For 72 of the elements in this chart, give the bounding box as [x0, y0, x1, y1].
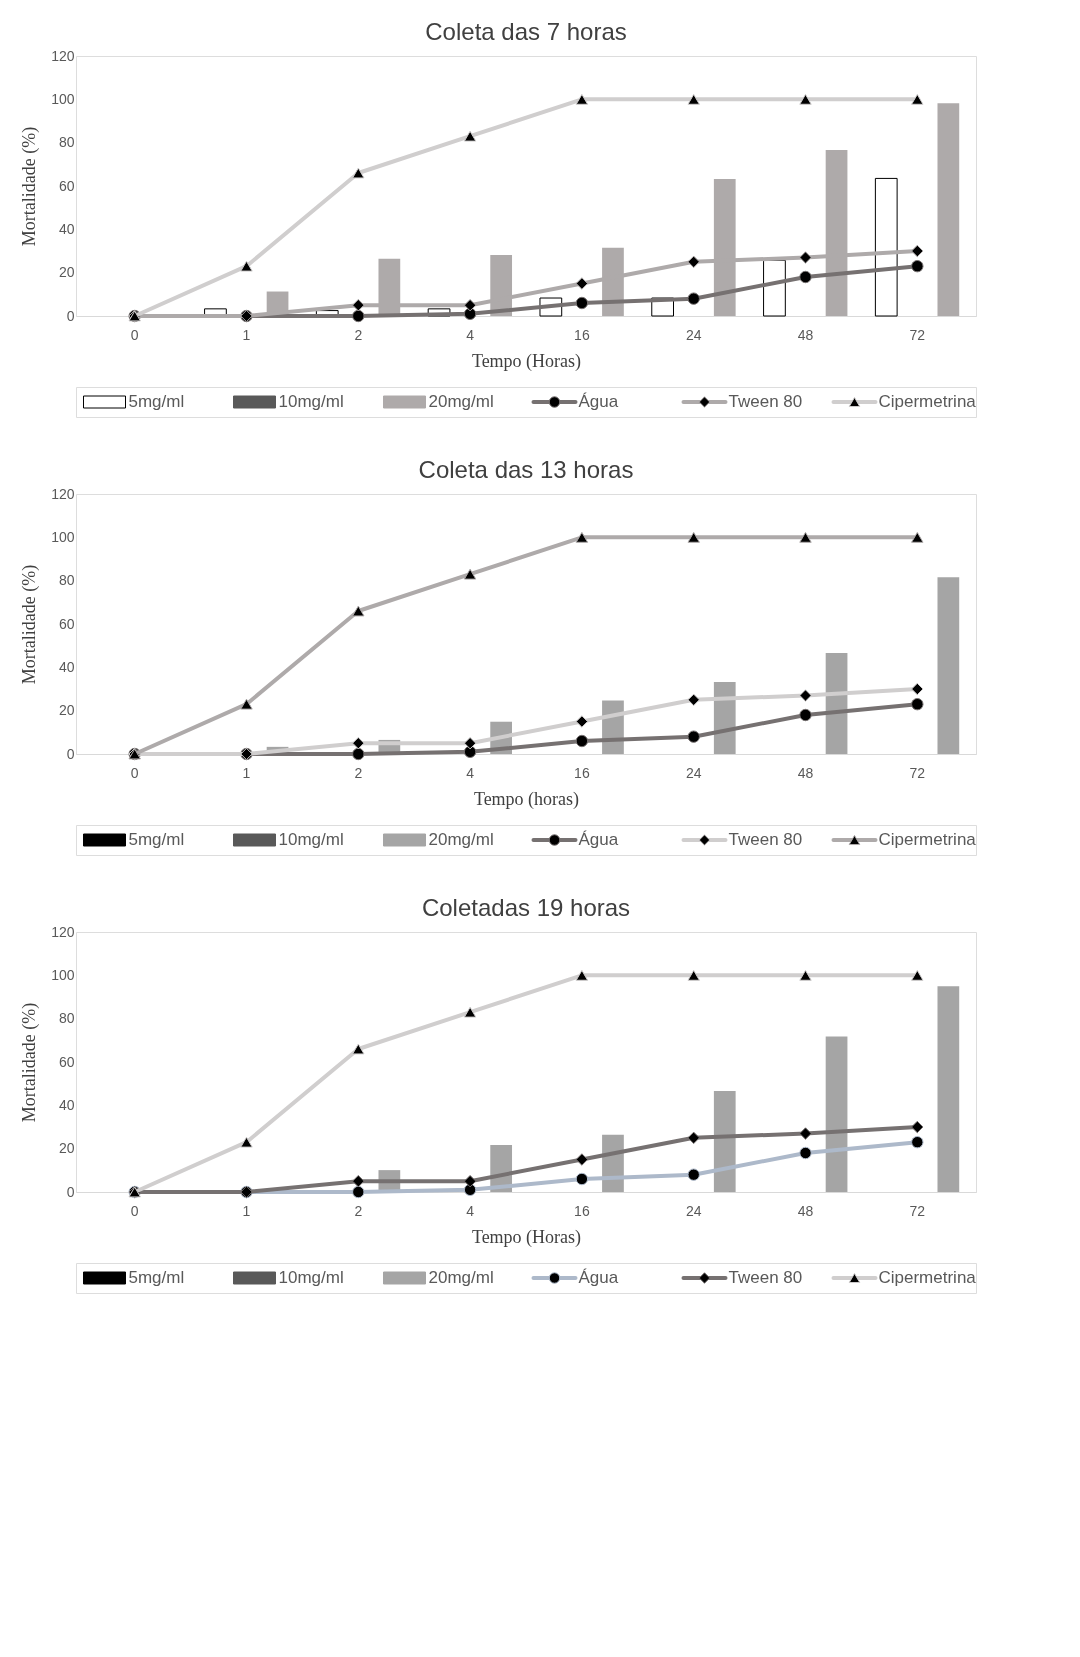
x-tick-label: 4 — [466, 326, 475, 343]
x-tick-label: 4 — [466, 764, 475, 781]
y-tick-label: 80 — [58, 134, 75, 151]
y-axis-title: Mortalidade (%) — [19, 126, 41, 247]
y-tick-label: 0 — [66, 307, 75, 324]
y-tick-label: 100 — [51, 90, 75, 107]
legend-label: 10mg/ml — [278, 830, 344, 849]
legend-label: Tween 80 — [728, 392, 803, 411]
legend-label: 10mg/ml — [278, 1268, 344, 1287]
x-tick-label: 4 — [466, 1202, 475, 1219]
x-tick-label: 16 — [574, 764, 590, 781]
y-tick-label: 0 — [66, 745, 75, 762]
y-tick-label: 20 — [58, 264, 75, 281]
legend-label: Tween 80 — [728, 1268, 803, 1287]
y-tick-label: 60 — [58, 177, 75, 194]
legend-label: 20mg/ml — [428, 830, 494, 849]
legend-label: Tween 80 — [728, 830, 803, 849]
legend-label: Água — [578, 1268, 619, 1287]
y-tick-label: 40 — [58, 220, 75, 237]
x-tick-label: 2 — [354, 1202, 363, 1219]
x-tick-label: 1 — [242, 764, 251, 781]
y-axis-title: Mortalidade (%) — [19, 1002, 41, 1123]
chart-title: Coleta das 7 horas — [425, 18, 627, 45]
x-axis-title: Tempo (Horas) — [471, 350, 582, 372]
x-tick-label: 48 — [797, 326, 814, 343]
legend-label: 20mg/ml — [428, 392, 494, 411]
chart-title: Coletadas 19 horas — [421, 894, 631, 921]
x-tick-label: 1 — [242, 326, 251, 343]
legend-label: 5mg/ml — [128, 830, 185, 849]
legend-label: Cipermetrina — [878, 392, 977, 411]
x-axis-title: Tempo (Horas) — [471, 1226, 582, 1248]
y-tick-label: 60 — [58, 1053, 75, 1070]
y-tick-label: 20 — [58, 1140, 75, 1157]
x-tick-label: 48 — [797, 1202, 814, 1219]
x-tick-label: 24 — [685, 1202, 702, 1219]
y-tick-label: 40 — [58, 1096, 75, 1113]
y-tick-label: 120 — [51, 485, 75, 502]
y-tick-label: 40 — [58, 658, 75, 675]
x-tick-label: 72 — [909, 764, 926, 781]
y-tick-label: 80 — [58, 1010, 75, 1027]
legend-label: Água — [578, 392, 619, 411]
x-tick-label: 72 — [909, 326, 926, 343]
y-tick-label: 100 — [51, 528, 75, 545]
x-tick-label: 16 — [574, 1202, 590, 1219]
y-tick-label: 20 — [58, 702, 75, 719]
y-tick-label: 120 — [51, 47, 75, 64]
x-tick-label: 72 — [909, 1202, 926, 1219]
x-tick-label: 24 — [685, 764, 702, 781]
y-axis-title: Mortalidade (%) — [19, 564, 41, 685]
x-tick-label: 1 — [242, 1202, 251, 1219]
y-tick-label: 80 — [58, 572, 75, 589]
legend-label: Água — [578, 830, 619, 849]
x-tick-label: 24 — [685, 326, 702, 343]
legend-label: 20mg/ml — [428, 1268, 494, 1287]
y-tick-label: 100 — [51, 966, 75, 983]
x-tick-label: 16 — [574, 326, 590, 343]
legend-label: Cipermetrina — [878, 830, 977, 849]
legend-label: 5mg/ml — [128, 1268, 185, 1287]
x-axis-title: Tempo (horas) — [473, 788, 580, 810]
y-tick-label: 60 — [58, 615, 75, 632]
x-tick-label: 0 — [130, 326, 139, 343]
x-tick-label: 0 — [130, 1202, 139, 1219]
y-tick-label: 120 — [51, 923, 75, 940]
x-tick-label: 0 — [130, 764, 139, 781]
legend-label: Cipermetrina — [878, 1268, 977, 1287]
y-tick-label: 0 — [66, 1183, 75, 1200]
chart-title: Coleta das 13 horas — [418, 456, 634, 483]
legend-label: 5mg/ml — [128, 392, 185, 411]
legend-label: 10mg/ml — [278, 392, 344, 411]
x-tick-label: 48 — [797, 764, 814, 781]
x-tick-label: 2 — [354, 326, 363, 343]
x-tick-label: 2 — [354, 764, 363, 781]
